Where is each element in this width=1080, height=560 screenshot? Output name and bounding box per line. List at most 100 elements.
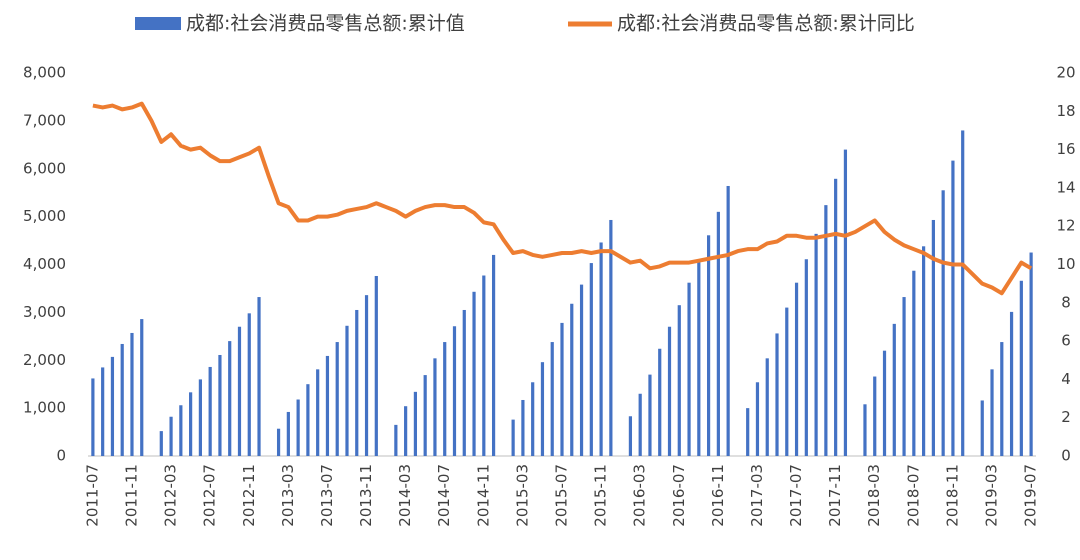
bar — [237, 326, 242, 456]
bar — [110, 356, 115, 456]
bar — [1029, 252, 1033, 456]
bar — [286, 411, 290, 456]
x-tick-label: 2017-11 — [826, 464, 844, 527]
bar — [276, 428, 281, 456]
x-tick-label: 2019-03 — [983, 464, 1001, 527]
y-tick-label: 6,000 — [23, 159, 66, 177]
bar — [540, 362, 545, 456]
bar — [687, 282, 691, 456]
bar — [843, 149, 848, 456]
x-tick-label: 2017-07 — [787, 464, 805, 527]
y-tick-label: 3,000 — [23, 303, 66, 321]
bar — [257, 297, 261, 456]
bar — [423, 375, 427, 456]
x-tick-label: 2018-03 — [865, 464, 883, 527]
bar — [1019, 280, 1023, 456]
bar — [247, 313, 251, 456]
y-tick-label: 2,000 — [23, 351, 66, 369]
bar — [189, 392, 193, 456]
x-tick-label: 2011-07 — [83, 464, 101, 527]
x-tick-label: 2013-03 — [279, 464, 297, 527]
y2-tick-label: 18 — [1056, 102, 1075, 120]
bar — [726, 185, 730, 457]
bar — [902, 297, 906, 456]
bar — [892, 323, 896, 456]
x-tick-label: 2011-11 — [122, 464, 140, 527]
x-tick-label: 2014-07 — [435, 464, 453, 527]
bar — [345, 325, 349, 456]
bar — [218, 354, 222, 456]
bar — [404, 406, 408, 456]
bar — [882, 350, 887, 456]
y2-tick-label: 10 — [1056, 255, 1075, 273]
bar — [306, 384, 310, 456]
bar — [834, 178, 838, 456]
bar — [980, 400, 984, 456]
bar — [179, 405, 183, 456]
y2-tick-label: 12 — [1056, 217, 1075, 235]
bar — [873, 376, 877, 456]
bar — [364, 295, 369, 456]
bar — [521, 399, 525, 456]
y-tick-label: 1,000 — [23, 399, 66, 417]
x-tick-label: 2018-07 — [904, 464, 922, 527]
x-tick-label: 2012-11 — [240, 464, 258, 527]
bar — [638, 393, 642, 456]
bar — [374, 275, 378, 456]
x-tick-label: 2018-11 — [943, 464, 961, 527]
bar — [296, 399, 300, 456]
y-tick-label: 5,000 — [23, 207, 66, 225]
y2-tick-label: 20 — [1056, 64, 1075, 82]
y-tick-label: 4,000 — [23, 255, 66, 273]
bar — [316, 369, 320, 456]
legend-label: 成都:社会消费品零售总额:累计同比 — [617, 13, 915, 35]
bar — [794, 282, 799, 456]
bar — [746, 408, 750, 456]
bar — [198, 379, 202, 456]
bar — [804, 259, 808, 456]
x-tick-label: 2015-03 — [513, 464, 531, 527]
bar — [120, 343, 124, 456]
bar — [91, 378, 95, 456]
y-tick-label: 8,000 — [23, 64, 66, 82]
bar — [931, 219, 935, 456]
x-tick-label: 2017-03 — [748, 464, 766, 527]
bar — [599, 242, 603, 456]
bar — [472, 291, 476, 456]
bar — [413, 391, 418, 456]
bar — [560, 322, 564, 456]
bar — [335, 342, 339, 456]
bar — [628, 416, 633, 456]
y2-tick-label: 16 — [1056, 140, 1075, 158]
bar — [697, 259, 701, 456]
line — [92, 101, 1033, 296]
x-tick-label: 2014-03 — [396, 464, 414, 527]
bar — [589, 263, 593, 456]
y2-tick-label: 0 — [1061, 447, 1071, 465]
bar — [550, 342, 554, 456]
bar — [658, 348, 662, 456]
bar — [941, 190, 945, 456]
bar — [667, 326, 672, 456]
bar — [648, 374, 652, 456]
y-tick-label: 7,000 — [23, 111, 66, 129]
bar — [462, 309, 466, 456]
bar — [951, 160, 955, 456]
bar — [169, 416, 173, 456]
bar — [755, 382, 760, 456]
bar — [775, 333, 779, 456]
y2-tick-label: 6 — [1061, 332, 1071, 350]
x-tick-label: 2016-07 — [670, 464, 688, 527]
bar — [433, 358, 437, 456]
bar — [579, 284, 584, 456]
legend-swatch — [135, 17, 181, 30]
bar — [814, 233, 818, 456]
bar — [785, 307, 789, 456]
x-tick-label: 2019-07 — [1022, 464, 1040, 527]
x-tick-label: 2014-11 — [474, 464, 492, 527]
bar — [208, 366, 212, 456]
bar — [961, 130, 965, 456]
bar — [990, 369, 994, 456]
bar — [511, 419, 515, 456]
